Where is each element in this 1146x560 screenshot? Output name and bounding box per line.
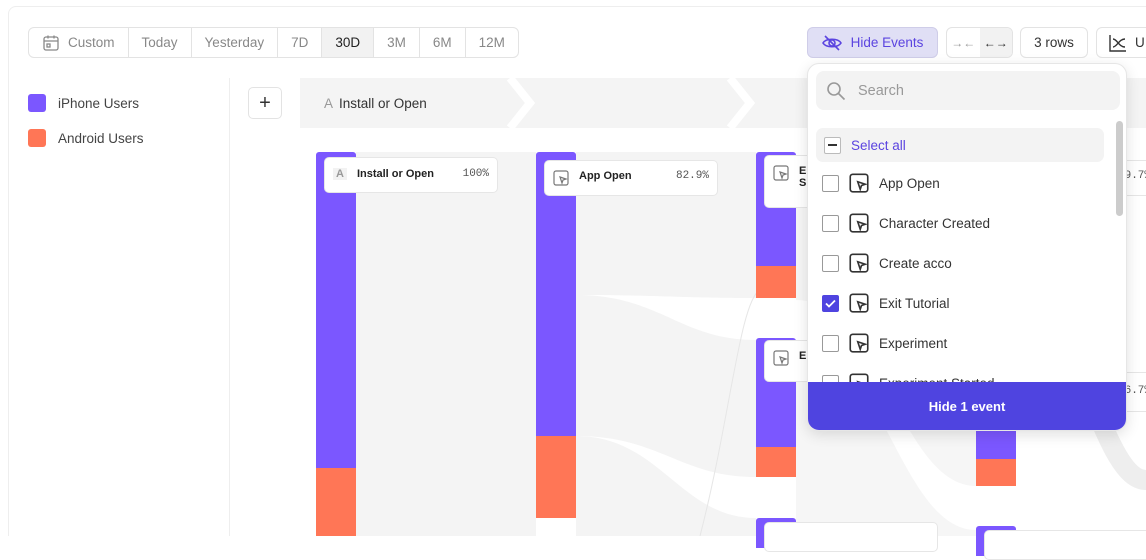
rows-button[interactable]: 3 rows <box>1020 27 1088 58</box>
date-30d[interactable]: 30D <box>322 28 375 57</box>
event-cursor-icon <box>849 253 869 273</box>
add-step-button[interactable]: + <box>248 87 282 119</box>
select-all-checkbox[interactable]: Select all <box>816 128 1104 162</box>
checkbox[interactable] <box>822 334 839 352</box>
collapse-button[interactable]: →← <box>951 35 976 50</box>
date-custom-button[interactable]: Custom <box>29 28 129 57</box>
eye-off-icon <box>821 34 842 51</box>
node-card-step3c[interactable] <box>764 522 938 552</box>
calendar-icon <box>43 35 59 51</box>
date-7d[interactable]: 7D <box>278 28 323 57</box>
legend-swatch <box>28 94 46 112</box>
event-option[interactable]: Character Created <box>822 211 990 235</box>
legend-android[interactable]: Android Users <box>28 129 144 147</box>
search-field[interactable]: Search <box>816 71 1120 110</box>
checkbox[interactable] <box>822 214 839 232</box>
date-12m[interactable]: 12M <box>478 35 505 50</box>
event-option[interactable]: Exit Tutorial <box>822 291 950 315</box>
indeterminate-icon <box>824 136 841 154</box>
event-cursor-icon <box>849 213 869 233</box>
checkbox[interactable] <box>822 254 839 272</box>
checkbox[interactable] <box>822 294 839 312</box>
date-3m[interactable]: 3M <box>374 28 420 57</box>
hide-events-apply-button[interactable]: Hide 1 event <box>808 382 1126 430</box>
node-card-step4c[interactable] <box>984 530 1146 560</box>
date-6m[interactable]: 6M <box>420 28 466 57</box>
legend-swatch <box>28 129 46 147</box>
node-bar-app-open[interactable] <box>536 152 576 518</box>
expand-button[interactable]: ←→ <box>979 28 1012 57</box>
date-today[interactable]: Today <box>129 28 192 57</box>
checkbox[interactable] <box>822 174 839 192</box>
event-cursor-icon <box>773 165 789 181</box>
step-label: A Install or Open <box>324 96 427 111</box>
event-cursor-icon <box>849 333 869 353</box>
event-cursor-icon <box>773 350 789 366</box>
legend-iphone[interactable]: iPhone Users <box>28 94 139 112</box>
scrollbar[interactable] <box>1116 121 1123 216</box>
search-icon <box>827 81 846 100</box>
event-option[interactable]: App Open <box>822 171 940 195</box>
event-option[interactable]: Experiment <box>822 331 947 355</box>
date-yesterday[interactable]: Yesterday <box>192 28 279 57</box>
event-cursor-icon <box>553 170 569 186</box>
event-cursor-icon <box>849 173 869 193</box>
node-card-app-open[interactable]: App Open 82.9% <box>544 160 718 196</box>
chart-type-button[interactable]: U <box>1096 27 1146 58</box>
divider <box>229 78 230 536</box>
date-range-picker: Custom Today Yesterday 7D 30D 3M 6M 12M <box>28 27 519 58</box>
event-cursor-icon <box>849 293 869 313</box>
frame <box>8 6 1146 536</box>
hide-events-dropdown: Search Select all App Open Character Crea… <box>807 63 1127 431</box>
chart-icon <box>1109 34 1126 52</box>
collapse-expand-toggle: →← ←→ <box>946 27 1013 58</box>
node-bar-install[interactable] <box>316 152 356 536</box>
node-bar-step3a[interactable] <box>756 152 796 298</box>
step-letter-icon: A <box>333 168 347 180</box>
event-option[interactable]: Create acco <box>822 251 952 275</box>
node-card-install[interactable]: A Install or Open 100% <box>324 157 498 193</box>
hide-events-button[interactable]: Hide Events <box>807 27 938 58</box>
